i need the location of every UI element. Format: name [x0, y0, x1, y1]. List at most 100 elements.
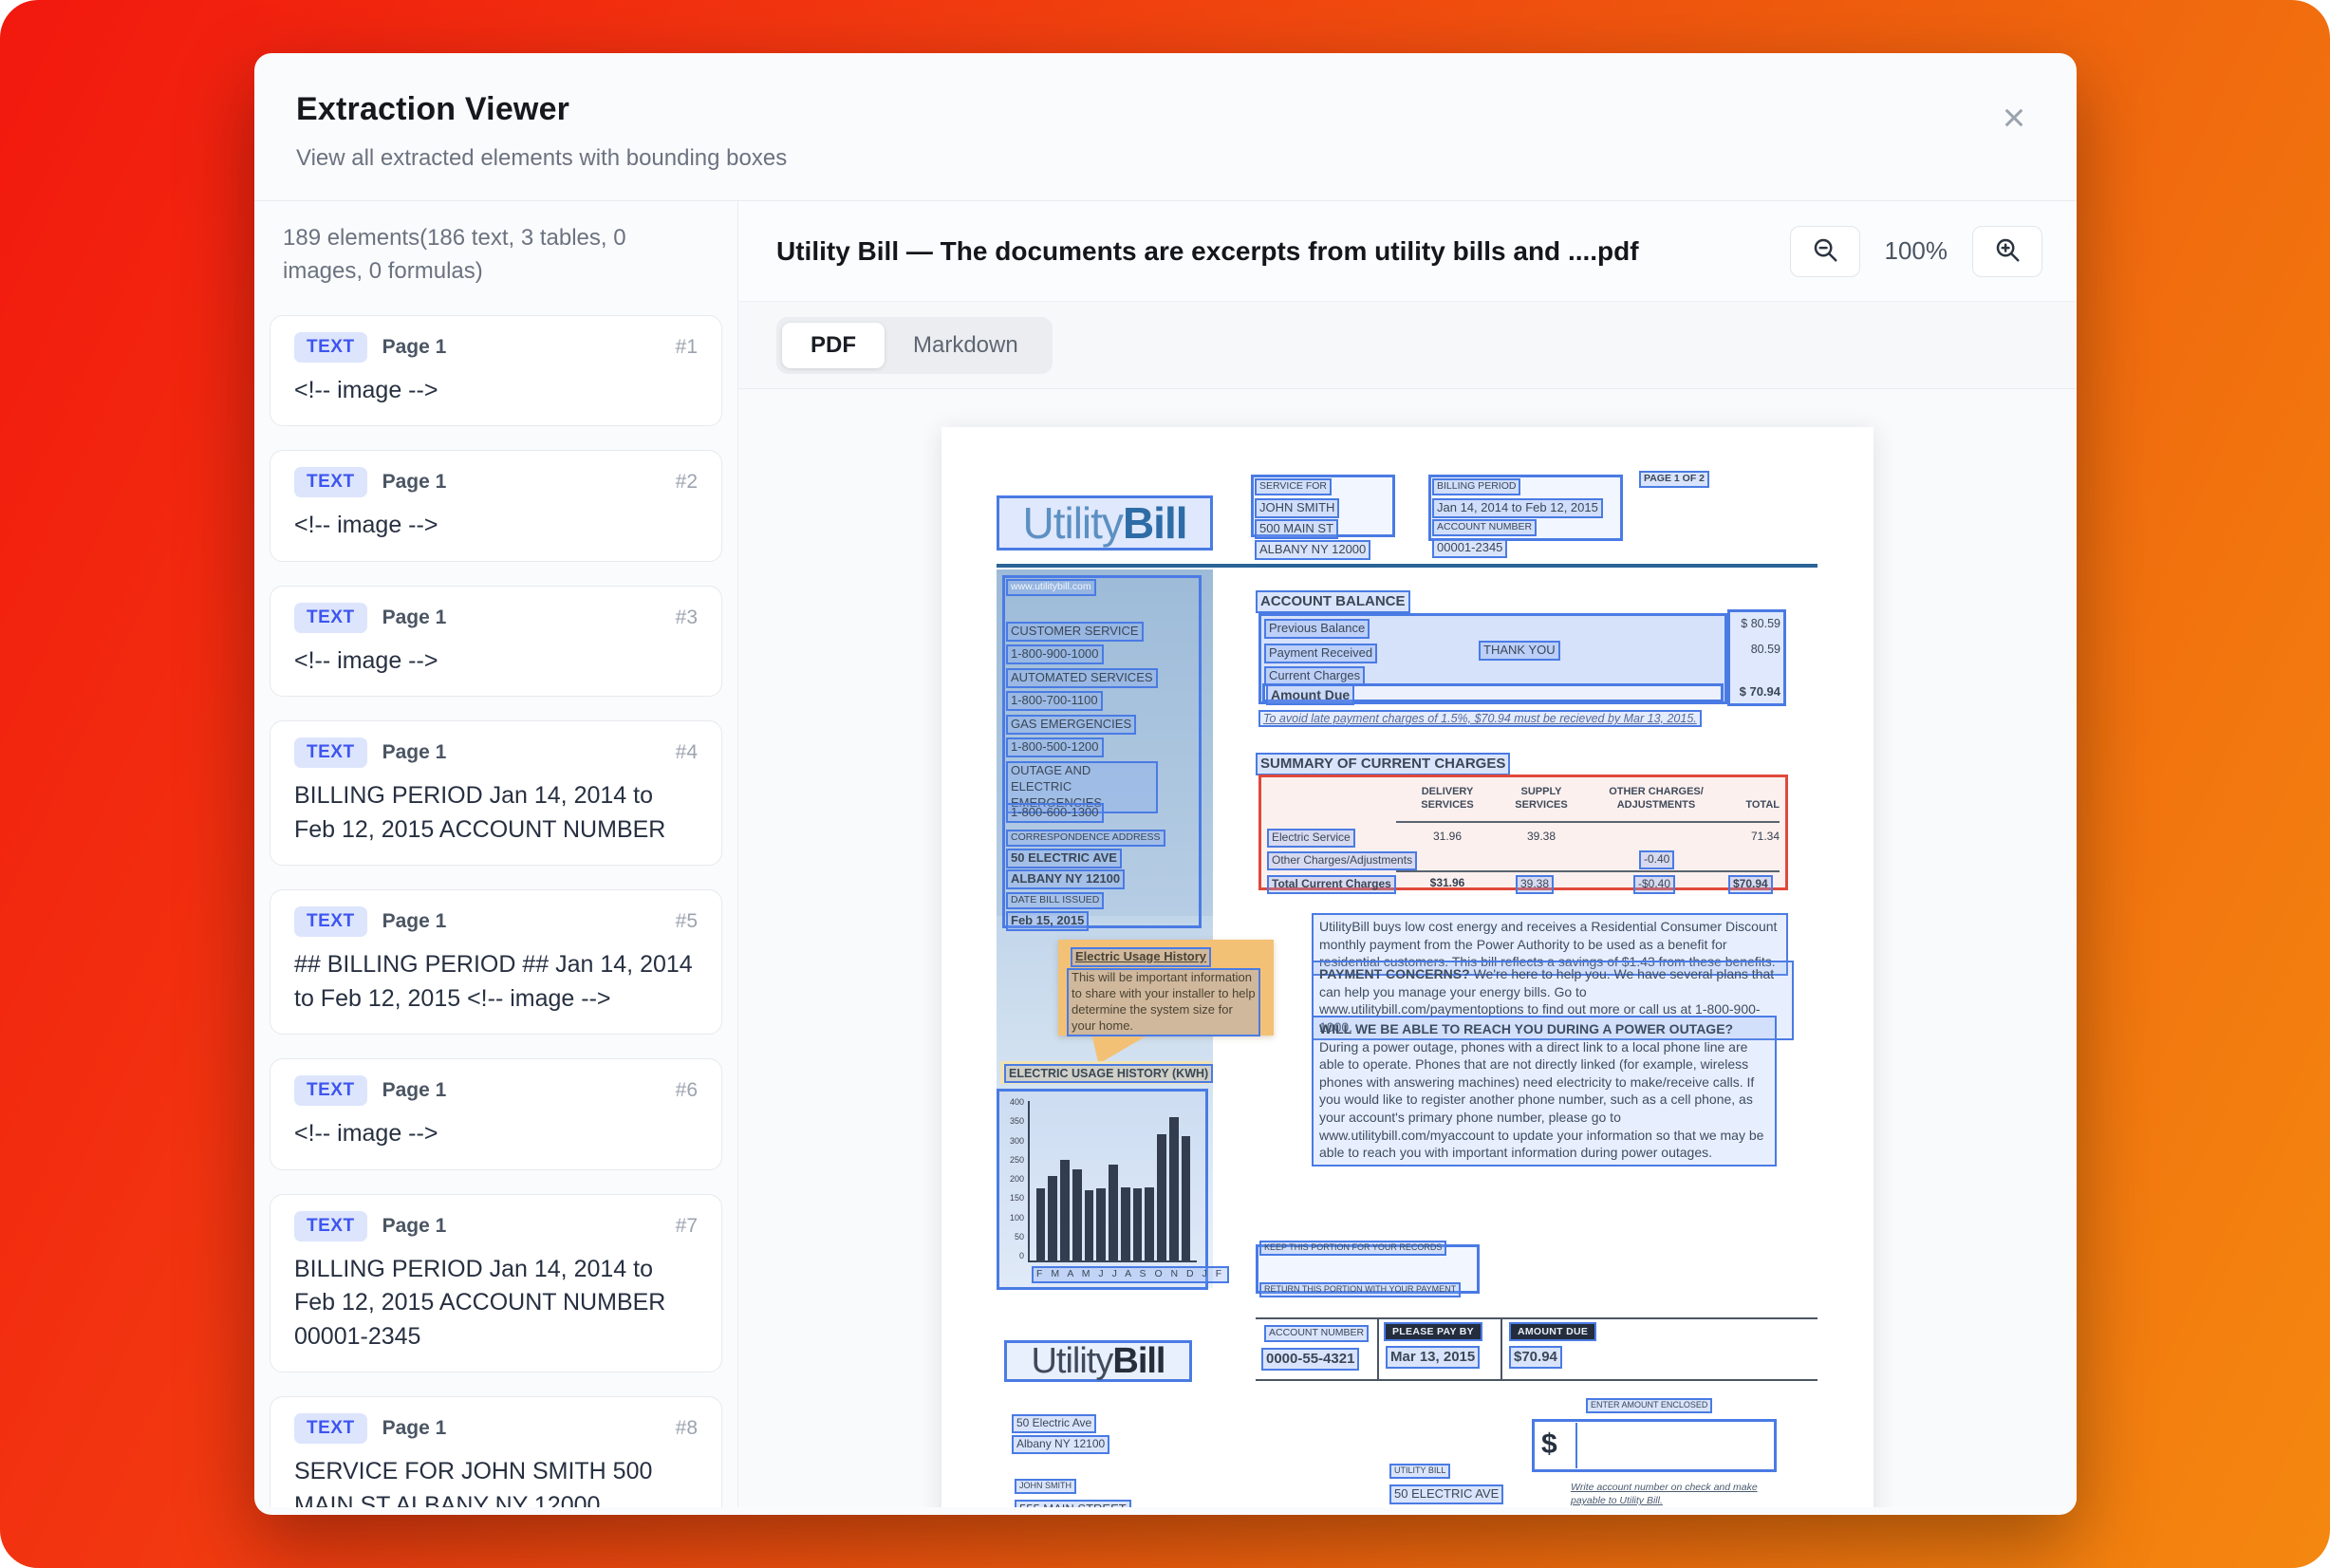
stub-addr-line2: Albany NY 12100: [1012, 1435, 1110, 1454]
element-card-3[interactable]: TEXT Page 1 #3 <!-- image -->: [270, 585, 722, 698]
payment-received-amount: 80.59: [1750, 643, 1780, 656]
logo-bold-text: Bill: [1122, 498, 1188, 548]
element-card-5[interactable]: TEXT Page 1 #5 ## BILLING PERIOD ## Jan …: [270, 889, 722, 1036]
amount-due-badge: AMOUNT DUE: [1509, 1322, 1597, 1341]
element-type-badge: TEXT: [294, 1413, 367, 1445]
billing-period-bbox: [1428, 475, 1623, 541]
element-index: #2: [675, 471, 698, 494]
customer-service-label: CUSTOMER SERVICE: [1006, 622, 1144, 642]
element-page: Page 1: [382, 741, 447, 764]
customer-name: JOHN SMITH: [1015, 1479, 1076, 1494]
chart-y-axis: 400 350 300 250 200 150 100 50 0: [1009, 1097, 1024, 1260]
total-other: -$0.40: [1633, 875, 1676, 894]
viewer-main: Utility Bill — The documents are excerpt…: [738, 201, 2077, 1507]
billing-period-value: Jan 14, 2014 to Feb 12, 2015: [1432, 498, 1603, 518]
pay-by-date: Mar 13, 2015: [1386, 1346, 1481, 1369]
bill-divider-rule: [997, 564, 1817, 568]
amount-due-row-bbox: [1262, 683, 1724, 702]
date-issued-value: Feb 15, 2015: [1006, 911, 1090, 931]
automated-services-label: AUTOMATED SERVICES: [1006, 668, 1158, 688]
extraction-viewer-modal: × Extraction Viewer View all extracted e…: [254, 53, 2077, 1515]
pdf-page: Utility Bill SERVICE FOR JOHN SMITH 500 M…: [941, 427, 1873, 1507]
website-link[interactable]: www.utilitybill.com: [1006, 579, 1096, 596]
usage-history-heading: ELECTRIC USAGE HISTORY (KWH): [1004, 1064, 1214, 1084]
service-city: ALBANY NY 12000: [1255, 540, 1371, 560]
keep-portion-label: KEEP THIS PORTION FOR YOUR RECORDS: [1259, 1241, 1447, 1256]
stub-top-line: [1256, 1317, 1817, 1319]
outage-phone: 1-800-600-1300: [1006, 803, 1104, 823]
zoom-out-button[interactable]: [1789, 225, 1860, 277]
total-delivery: $31.96: [1429, 876, 1465, 889]
stub-amount-due: $70.94: [1509, 1346, 1562, 1369]
zoom-in-button[interactable]: [1972, 225, 2042, 277]
tab-pdf[interactable]: PDF: [782, 322, 885, 368]
records-bbox: [1256, 1244, 1480, 1294]
stub-account-value: 0000-55-4321: [1261, 1348, 1360, 1371]
element-content: <!-- image -->: [294, 646, 438, 674]
element-card-7[interactable]: TEXT Page 1 #7 BILLING PERIOD Jan 14, 20…: [270, 1193, 722, 1373]
elements-list: TEXT Page 1 #1 <!-- image --> TEXT Page …: [254, 314, 737, 1507]
element-index: #6: [675, 1079, 698, 1102]
element-card-8[interactable]: TEXT Page 1 #8 SERVICE FOR JOHN SMITH 50…: [270, 1396, 722, 1507]
return-portion-label: RETURN THIS PORTION WITH YOUR PAYMENT: [1259, 1282, 1462, 1297]
gas-emergencies-label: GAS EMERGENCIES: [1006, 715, 1137, 735]
stub-logo-bold: Bill: [1112, 1340, 1165, 1381]
power-outage-text: During a power outage, phones with a dir…: [1319, 1038, 1764, 1161]
row-total-current-charges: Total Current Charges: [1267, 875, 1396, 894]
tab-markdown[interactable]: Markdown: [885, 323, 1047, 368]
element-content: <!-- image -->: [294, 1120, 438, 1148]
service-name: JOHN SMITH: [1255, 498, 1340, 518]
element-card-1[interactable]: TEXT Page 1 #1 <!-- image -->: [270, 314, 722, 427]
row-electric-service: Electric Service: [1267, 829, 1355, 848]
element-card-2[interactable]: TEXT Page 1 #2 <!-- image -->: [270, 450, 722, 562]
account-balance-heading: ACCOUNT BALANCE: [1256, 590, 1410, 613]
elements-summary: 189 elements(186 text, 3 tables, 0 image…: [283, 225, 626, 284]
power-outage-lead: WILL WE BE ABLE TO REACH YOU DURING A PO…: [1319, 1021, 1734, 1036]
please-pay-by-badge: PLEASE PAY BY: [1384, 1322, 1482, 1341]
modal-header: Extraction Viewer View all extracted ele…: [254, 53, 2077, 201]
dollar-sign: $: [1541, 1428, 1557, 1460]
element-type-badge: TEXT: [294, 737, 367, 769]
automated-services-phone: 1-800-700-1100: [1006, 691, 1103, 711]
stub-addr-line1: 50 Electric Ave: [1012, 1414, 1097, 1433]
element-type-badge: TEXT: [294, 1210, 367, 1241]
service-for-label: SERVICE FOR: [1255, 478, 1332, 495]
payment-received-label: Payment Received: [1264, 644, 1378, 663]
stub-bottom-line: [1256, 1379, 1817, 1381]
amount-due-label: Amount Due: [1266, 684, 1355, 706]
billing-period-label: BILLING PERIOD: [1432, 478, 1521, 495]
amount-due-value: $ 70.94: [1739, 684, 1780, 699]
remit-street: 50 ELECTRIC AVE: [1389, 1484, 1504, 1504]
element-type-badge: TEXT: [294, 467, 367, 498]
elements-sidebar: 189 elements(186 text, 3 tables, 0 image…: [254, 201, 738, 1507]
remit-name: UTILITY BILL: [1389, 1464, 1451, 1479]
document-header: Utility Bill — The documents are excerpt…: [738, 201, 2077, 302]
write-note: Write account number on check and make p…: [1571, 1482, 1758, 1507]
amount-entry-field[interactable]: [1575, 1423, 1773, 1468]
element-content: SERVICE FOR JOHN SMITH 500 MAIN ST ALBAN…: [294, 1458, 653, 1507]
col-delivery-services: DELIVERY SERVICES: [1421, 786, 1474, 812]
enter-amount-label: ENTER AMOUNT ENCLOSED: [1586, 1398, 1713, 1413]
account-number-value: 00001-2345: [1432, 538, 1508, 558]
stub-logo-light: Utility: [1031, 1340, 1113, 1381]
element-page: Page 1: [382, 1417, 447, 1440]
electric-delivery: 31.96: [1432, 830, 1463, 843]
element-page: Page 1: [382, 1079, 447, 1102]
element-page: Page 1: [382, 606, 447, 628]
usage-tooltip-text: This will be important information to sh…: [1067, 968, 1260, 1036]
element-card-4[interactable]: TEXT Page 1 #4 BILLING PERIOD Jan 14, 20…: [270, 720, 722, 867]
element-type-badge: TEXT: [294, 906, 367, 938]
document-viewport[interactable]: Utility Bill SERVICE FOR JOHN SMITH 500 M…: [738, 389, 2077, 1507]
view-mode-toolbar: PDF Markdown: [738, 302, 2077, 389]
stub-account-label: ACCOUNT NUMBER: [1264, 1325, 1370, 1342]
close-icon[interactable]: ×: [1989, 93, 2039, 142]
element-index: #8: [675, 1417, 698, 1440]
element-card-6[interactable]: TEXT Page 1 #6 <!-- image -->: [270, 1058, 722, 1170]
element-page: Page 1: [382, 471, 447, 494]
contact-band: [997, 569, 1213, 916]
element-content: <!-- image -->: [294, 512, 438, 539]
customer-street: 555 MAIN STREET: [1015, 1500, 1131, 1507]
element-index: #3: [675, 606, 698, 628]
other-charges-value: -0.40: [1639, 850, 1675, 869]
